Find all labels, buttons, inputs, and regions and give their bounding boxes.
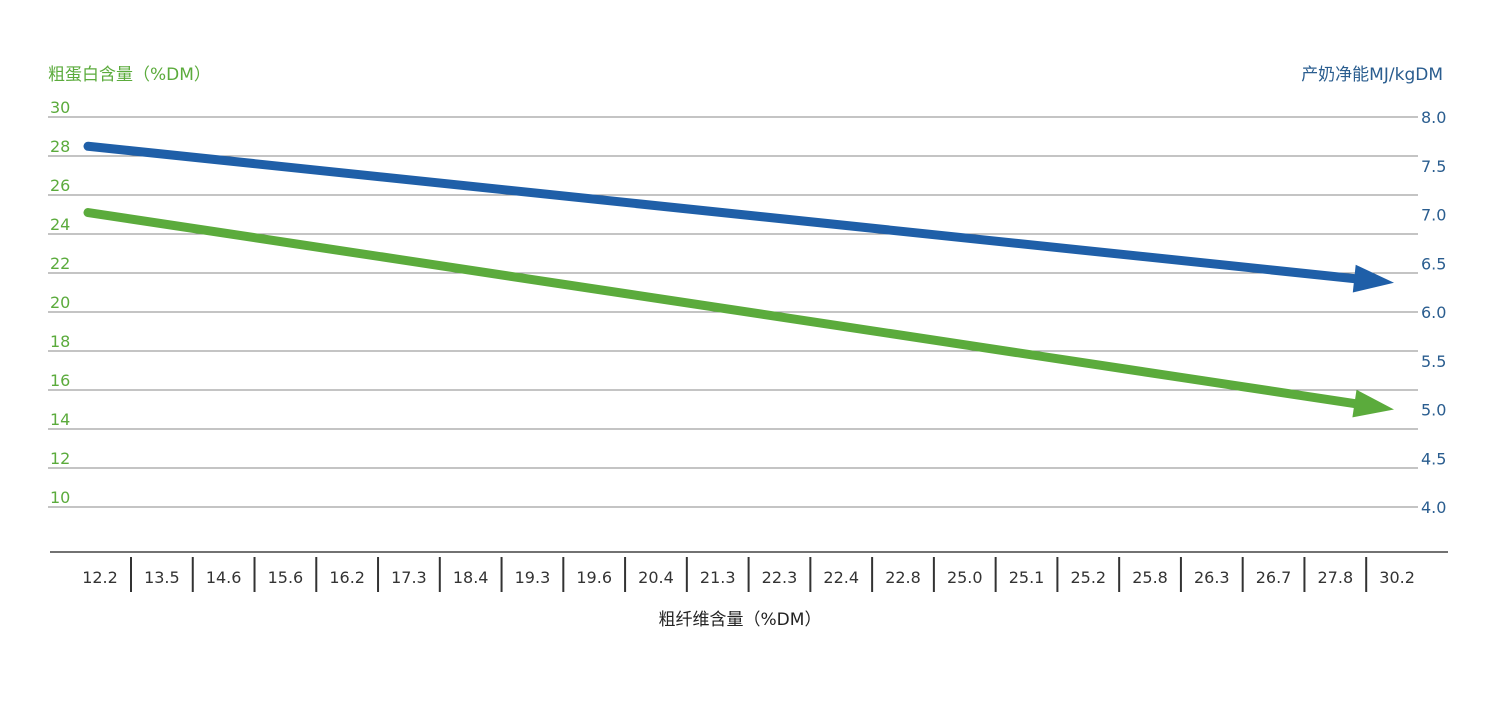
left-tick-label: 18 [50, 332, 70, 351]
x-tick-label: 27.8 [1318, 568, 1354, 587]
x-tick-label: 18.4 [453, 568, 489, 587]
right-tick-label: 4.0 [1421, 498, 1446, 517]
x-axis-title: 粗纤维含量（%DM） [659, 610, 822, 630]
x-tick-label: 25.8 [1132, 568, 1168, 587]
x-tick-label: 21.3 [700, 568, 736, 587]
series-line-crude-protein [83, 208, 1359, 409]
right-axis-ticks: 4.0 4.5 5.0 5.5 6.0 6.5 7.0 7.5 8.0 [1421, 108, 1446, 517]
x-tick-label: 25.0 [947, 568, 983, 587]
left-axis-ticks: 10 12 14 16 18 20 22 24 26 28 30 [50, 98, 70, 507]
left-tick-label: 14 [50, 410, 70, 429]
left-tick-label: 16 [50, 371, 70, 390]
right-tick-label: 5.5 [1421, 352, 1446, 371]
right-tick-label: 7.0 [1421, 206, 1446, 225]
right-tick-label: 6.0 [1421, 303, 1446, 322]
left-axis-title: 粗蛋白含量（%DM） [48, 65, 211, 85]
left-tick-label: 24 [50, 215, 70, 234]
x-tick-label: 19.3 [515, 568, 551, 587]
series-lines [83, 141, 1394, 418]
left-tick-label: 10 [50, 488, 70, 507]
left-tick-label: 26 [50, 176, 70, 195]
x-tick-label: 20.4 [638, 568, 674, 587]
x-tick-label: 25.2 [1070, 568, 1106, 587]
x-tick-label: 15.6 [268, 568, 304, 587]
x-tick-label: 26.3 [1194, 568, 1230, 587]
series-arrowhead-milk-energy [1352, 264, 1394, 293]
x-tick-label: 13.5 [144, 568, 180, 587]
x-tick-label: 22.3 [762, 568, 798, 587]
x-tick-label: 25.1 [1009, 568, 1045, 587]
x-tick-label: 22.8 [885, 568, 921, 587]
x-tick-label: 14.6 [206, 568, 242, 587]
right-tick-label: 4.5 [1421, 449, 1446, 468]
right-axis-title: 产奶净能MJ/kgDM [1301, 65, 1443, 85]
x-tick-label: 19.6 [576, 568, 612, 587]
series-line-milk-energy [83, 141, 1359, 284]
left-tick-label: 12 [50, 449, 70, 468]
right-tick-label: 6.5 [1421, 254, 1446, 273]
x-axis: 12.2 13.5 14.6 15.6 16.2 17.3 18.4 19.3 19.6 20.4… [50, 551, 1448, 592]
x-tick-label: 22.4 [823, 568, 859, 587]
series-arrowhead-crude-protein [1352, 389, 1394, 418]
right-tick-label: 7.5 [1421, 157, 1446, 176]
x-tick-label: 26.7 [1256, 568, 1292, 587]
x-tick-label: 12.2 [82, 568, 118, 587]
left-tick-label: 30 [50, 98, 70, 117]
x-tick-label: 16.2 [329, 568, 365, 587]
left-tick-label: 28 [50, 137, 70, 156]
left-tick-label: 20 [50, 293, 70, 312]
right-tick-label: 8.0 [1421, 108, 1446, 127]
x-tick-label: 30.2 [1379, 568, 1415, 587]
right-tick-label: 5.0 [1421, 401, 1446, 420]
x-tick-label: 17.3 [391, 568, 427, 587]
left-tick-label: 22 [50, 254, 70, 273]
